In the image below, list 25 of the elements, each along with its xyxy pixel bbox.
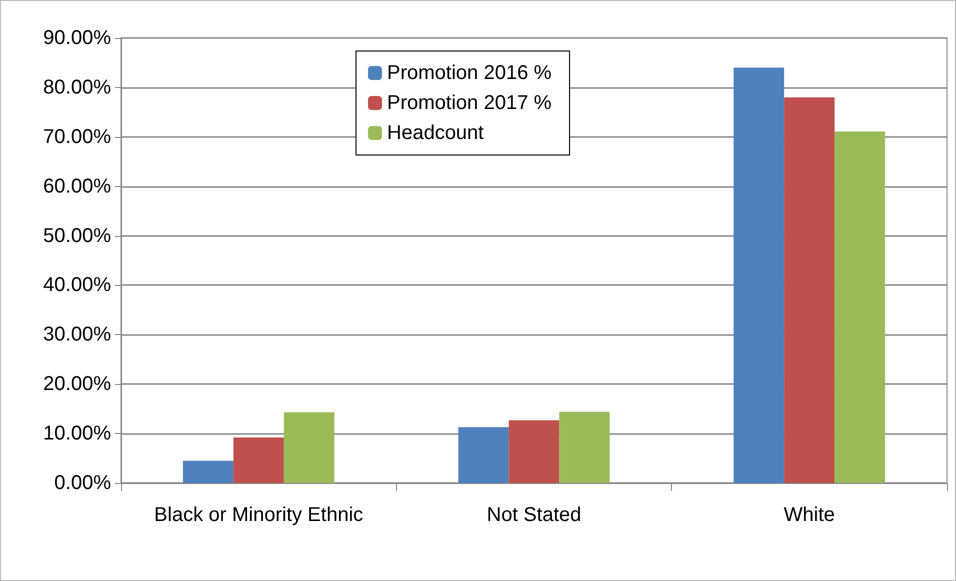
x-tick-label: Not Stated bbox=[486, 504, 582, 526]
bar bbox=[734, 68, 784, 483]
y-tick-label: 0.00% bbox=[54, 472, 112, 494]
x-tick-label: White bbox=[784, 504, 835, 526]
y-tick-label: 80.00% bbox=[43, 76, 112, 98]
y-tick-label: 70.00% bbox=[43, 126, 112, 148]
bar bbox=[458, 427, 509, 483]
y-tick-label: 20.00% bbox=[43, 373, 112, 396]
y-tick-label: 10.00% bbox=[43, 422, 112, 445]
bar bbox=[508, 420, 560, 483]
y-tick-label: 60.00% bbox=[43, 175, 112, 198]
legend-label: Promotion 2016 % bbox=[387, 62, 552, 84]
bar bbox=[784, 97, 835, 483]
legend-label: Headcount bbox=[387, 122, 484, 144]
x-tick-label: Black or Minority Ethnic bbox=[154, 504, 364, 526]
bar bbox=[284, 412, 334, 483]
y-tick-label: 90.00% bbox=[43, 27, 112, 49]
y-tick-label: 40.00% bbox=[43, 274, 112, 296]
bar bbox=[559, 412, 610, 483]
y-tick-label: 50.00% bbox=[43, 224, 112, 247]
y-tick-label: 30.00% bbox=[43, 324, 112, 346]
bar bbox=[834, 131, 886, 483]
legend-label: Promotion 2017 % bbox=[387, 92, 552, 114]
bar bbox=[233, 438, 284, 483]
bar bbox=[182, 460, 234, 483]
